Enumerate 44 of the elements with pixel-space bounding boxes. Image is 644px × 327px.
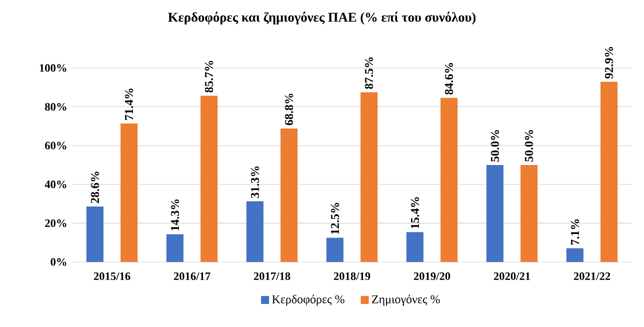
x-tick-label: 2018/19 — [334, 272, 370, 280]
data-label: 87.5% — [364, 57, 374, 89]
bar — [600, 82, 618, 262]
data-label: 85.7% — [204, 60, 214, 92]
y-tick-label: 60% — [45, 142, 66, 150]
data-label: 31.3% — [250, 166, 260, 198]
bar — [200, 96, 218, 262]
x-tick-label: 2016/17 — [174, 272, 210, 280]
data-label: 7.1% — [570, 219, 580, 245]
x-tick-label: 2017/18 — [254, 272, 290, 280]
data-label: 14.3% — [170, 199, 180, 230]
bar — [120, 123, 138, 262]
bar — [280, 128, 298, 262]
data-label: 68.8% — [284, 94, 294, 126]
x-tick-label: 2020/21 — [494, 272, 530, 280]
chart-title: Κερδοφόρες και ζημιογόνες ΠΑΕ (% επί του συνόλου) — [168, 12, 476, 24]
y-tick-label: 20% — [45, 219, 66, 228]
x-tick-label: 2021/22 — [574, 272, 610, 280]
x-tick-label: 2019/20 — [414, 272, 450, 280]
data-label: 15.4% — [410, 197, 420, 228]
y-tick-label: 80% — [45, 102, 66, 111]
data-label: 12.5% — [330, 202, 340, 234]
bar — [440, 98, 458, 262]
x-tick-label: 2015/16 — [94, 272, 130, 280]
bar — [326, 238, 344, 262]
bar — [86, 206, 104, 262]
bar — [566, 248, 584, 262]
bar — [406, 232, 424, 262]
data-label: 71.4% — [124, 88, 134, 120]
bar — [246, 201, 264, 262]
legend-label: Ζημιογόνες % — [372, 294, 440, 306]
data-label: 50.0% — [490, 130, 500, 162]
data-label: 28.6% — [90, 172, 100, 204]
data-label: 50.0% — [524, 130, 534, 162]
y-tick-label: 0% — [50, 258, 66, 266]
bar — [166, 234, 184, 262]
bar — [520, 164, 538, 262]
y-tick-label: 40% — [44, 180, 66, 188]
bar — [486, 164, 504, 262]
y-tick-label: 100% — [40, 64, 66, 72]
data-label: 92.9% — [604, 46, 614, 78]
bar — [360, 92, 378, 262]
legend-label: Κερδοφόρες % — [272, 294, 344, 306]
data-label: 84.6% — [444, 63, 454, 95]
